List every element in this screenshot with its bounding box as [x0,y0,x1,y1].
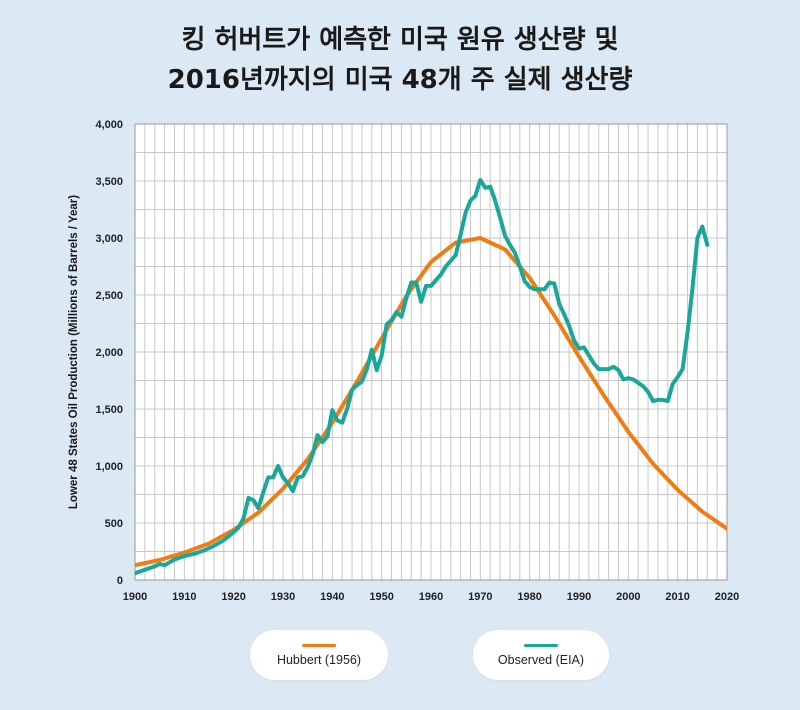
x-tick-label: 2000 [616,591,640,603]
x-tick-label: 1910 [172,591,196,603]
x-tick-label: 1900 [123,591,147,603]
x-tick-label: 1980 [517,591,541,603]
legend-swatch-observed [524,644,558,647]
y-tick-label: 2,000 [95,347,123,359]
legend-label-hubbert: Hubbert (1956) [276,653,362,667]
x-tick-label: 1990 [567,591,591,603]
chart-title-line-1: 킹 허버트가 예측한 미국 원유 생산량 및 [181,25,619,55]
legend-label-observed: Observed (EIA) [497,653,585,667]
x-tick-label: 1930 [271,591,295,603]
y-tick-label: 3,500 [95,176,123,188]
legend-item-observed: Observed (EIA) [473,630,609,680]
chart-title-line-2: 2016년까지의 미국 48개 주 실제 생산량 [167,65,633,95]
chart-title: 킹 허버트가 예측한 미국 원유 생산량 및 2016년까지의 미국 48개 주… [0,20,800,100]
series-line-observed [135,177,710,576]
y-tick-label: 1,500 [95,404,123,416]
legend-item-hubbert: Hubbert (1956) [250,630,388,680]
y-tick-label: 3,000 [95,233,123,245]
y-tick-label: 4,000 [95,119,123,131]
x-tick-label: 1940 [320,591,344,603]
legend-swatch-hubbert [302,644,336,647]
y-tick-label: 500 [105,518,123,530]
x-tick-label: 1960 [419,591,443,603]
x-tick-label: 1920 [221,591,245,603]
y-tick-label: 1,000 [95,461,123,473]
y-axis-label: Lower 48 States Oil Production (Millions… [68,195,80,509]
x-tick-label: 2010 [665,591,689,603]
plot-border [134,123,728,581]
x-tick-label: 1970 [468,591,492,603]
x-tick-label: 2020 [715,591,739,603]
y-tick-label: 2,500 [95,290,123,302]
x-tick-label: 1950 [369,591,393,603]
y-tick-label: 0 [117,575,123,587]
